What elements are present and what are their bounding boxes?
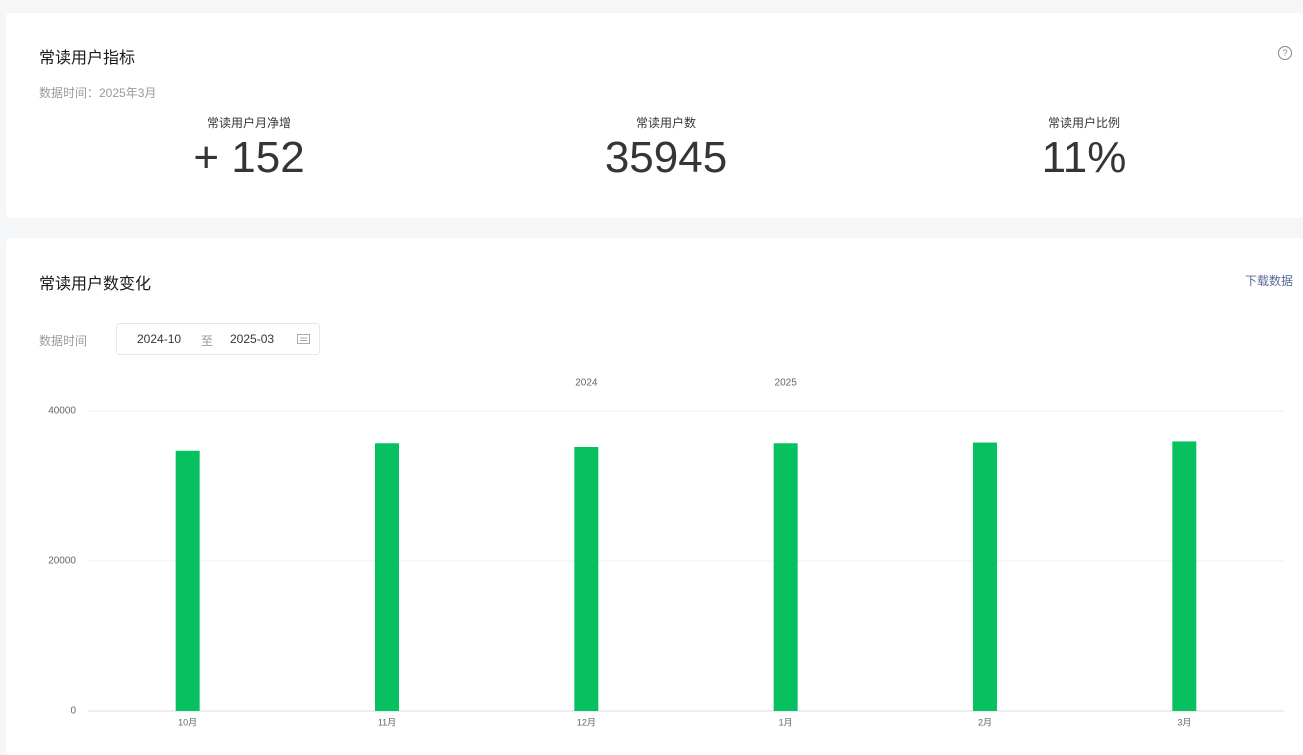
year-label: 2025 (775, 378, 798, 389)
metric-value: 11% (1041, 133, 1127, 182)
date-label: 数据时间 (39, 334, 88, 348)
metrics-card: 常读用户指标 数据时间：2025年3月 ? 常读用户月净增 + 152 常读用户… (6, 13, 1303, 218)
y-tick-label: 20000 (48, 556, 76, 567)
x-tick-label: 1月 (779, 717, 793, 727)
help-icon[interactable]: ? (1277, 45, 1293, 61)
x-tick-label: 2月 (978, 717, 992, 727)
svg-text:?: ? (1282, 48, 1287, 58)
y-tick-label: 40000 (48, 406, 76, 417)
x-tick-label: 3月 (1177, 717, 1191, 727)
bar (1172, 441, 1197, 711)
bar (375, 443, 399, 711)
trend-card: 常读用户数变化 下载数据 数据时间 2024-10 至 2025-03 (6, 238, 1303, 755)
year-label: 2024 (575, 378, 598, 389)
metric-label: 常读用户数 (635, 116, 696, 130)
bar (574, 447, 599, 711)
x-tick-label: 12月 (577, 717, 596, 727)
metric-label: 常读用户比例 (1047, 116, 1120, 130)
bar (175, 450, 200, 711)
x-tick-label: 10月 (178, 717, 197, 727)
date-end: 2025-03 (230, 332, 275, 346)
metric-value: 35945 (604, 133, 728, 182)
x-tick-label: 11月 (378, 717, 396, 727)
calendar-icon (297, 334, 310, 344)
bar (773, 443, 798, 711)
data-time: 数据时间：2025年3月 (39, 86, 157, 100)
card-title: 常读用户指标 (39, 50, 136, 67)
metric-value: + 152 (193, 133, 305, 182)
date-picker[interactable]: 2024-10 至 2025-03 (116, 323, 320, 355)
download-link[interactable]: 下载数据 (1244, 274, 1293, 288)
chart: 0 20000 40000 2024 2025 10月 11月 12月 1月 2月 3月 (48, 378, 1284, 727)
date-separator: 至 (201, 334, 214, 348)
date-start: 2024-10 (137, 332, 182, 346)
card-title: 常读用户数变化 (39, 276, 152, 293)
y-tick-label: 0 (70, 706, 76, 717)
bar (973, 442, 997, 711)
metric-label: 常读用户月净增 (206, 116, 291, 130)
